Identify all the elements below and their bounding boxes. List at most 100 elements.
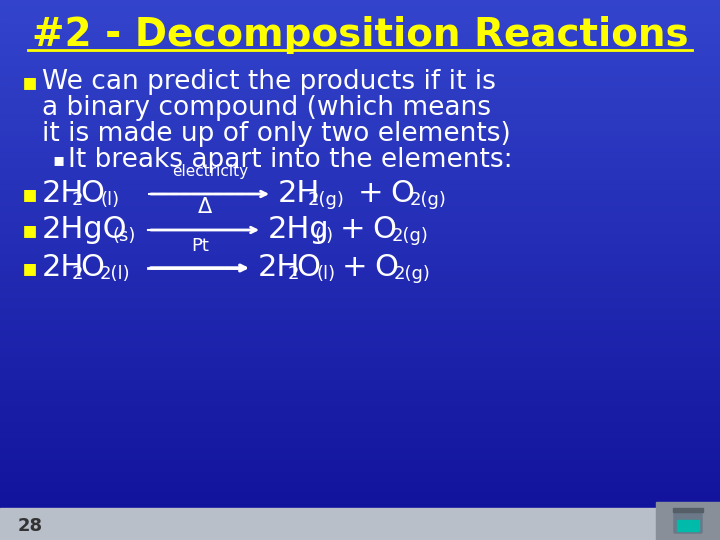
Bar: [0, 394, 720, 400]
Bar: [0, 11, 720, 16]
Text: (l): (l): [316, 265, 335, 283]
Bar: [0, 481, 720, 486]
Text: O: O: [374, 253, 398, 282]
Text: 2(g): 2(g): [392, 227, 429, 245]
Text: O: O: [390, 179, 414, 208]
Text: 28: 28: [18, 517, 43, 535]
Bar: [0, 475, 720, 481]
Bar: [0, 65, 720, 70]
Bar: [0, 421, 720, 427]
Bar: [0, 113, 720, 119]
Bar: [673, 508, 703, 512]
Bar: [0, 59, 720, 65]
Bar: [0, 92, 720, 97]
Bar: [0, 281, 720, 286]
Bar: [0, 497, 720, 502]
Bar: [0, 238, 720, 243]
Bar: [0, 103, 720, 108]
Bar: [0, 324, 720, 329]
Bar: [0, 535, 720, 540]
Bar: [0, 508, 656, 540]
Bar: [0, 27, 720, 32]
Bar: [0, 54, 720, 59]
Bar: [0, 32, 720, 38]
Bar: [0, 513, 720, 518]
Bar: [0, 524, 720, 529]
Bar: [0, 0, 720, 5]
Text: 2: 2: [72, 265, 84, 283]
Bar: [0, 194, 720, 200]
Bar: [0, 173, 720, 178]
Bar: [0, 5, 720, 11]
Bar: [0, 319, 720, 324]
Text: (l): (l): [314, 227, 333, 245]
Bar: [0, 443, 720, 448]
Bar: [0, 157, 720, 162]
Bar: [0, 38, 720, 43]
Bar: [0, 124, 720, 130]
Bar: [0, 248, 720, 254]
Bar: [0, 22, 720, 27]
Text: 2(g): 2(g): [308, 191, 345, 209]
Text: 2H: 2H: [278, 179, 320, 208]
Text: Δ: Δ: [198, 197, 212, 217]
Text: ▪: ▪: [22, 256, 38, 280]
Bar: [0, 362, 720, 367]
Bar: [0, 162, 720, 167]
Bar: [0, 270, 720, 275]
Bar: [0, 178, 720, 184]
Bar: [0, 259, 720, 265]
Bar: [0, 410, 720, 416]
Bar: [0, 200, 720, 205]
Bar: [0, 81, 720, 86]
Bar: [0, 167, 720, 173]
Bar: [0, 286, 720, 292]
Text: ▪: ▪: [22, 182, 38, 206]
Text: 2Hg: 2Hg: [268, 215, 330, 245]
Bar: [677, 520, 699, 531]
Bar: [0, 389, 720, 394]
Text: O: O: [80, 179, 104, 208]
Bar: [0, 49, 720, 54]
Bar: [0, 464, 720, 470]
Bar: [0, 211, 720, 216]
Text: 2(l): 2(l): [100, 265, 130, 283]
Text: (l): (l): [100, 191, 119, 209]
Bar: [0, 373, 720, 378]
Text: ▪: ▪: [22, 70, 38, 94]
Bar: [0, 151, 720, 157]
Bar: [0, 302, 720, 308]
Bar: [0, 502, 720, 508]
Text: +: +: [340, 215, 366, 245]
Bar: [0, 383, 720, 389]
Bar: [0, 184, 720, 189]
Text: O: O: [80, 253, 104, 282]
Text: 2H: 2H: [42, 253, 84, 282]
Text: We can predict the products if it is: We can predict the products if it is: [42, 69, 496, 95]
Text: 2HgO: 2HgO: [42, 215, 127, 245]
Text: +: +: [342, 253, 368, 282]
Bar: [0, 97, 720, 103]
Bar: [0, 292, 720, 297]
Bar: [0, 367, 720, 373]
Bar: [0, 486, 720, 491]
Text: 2(g): 2(g): [394, 265, 431, 283]
Text: a binary compound (which means: a binary compound (which means: [42, 95, 491, 121]
Bar: [0, 243, 720, 248]
Bar: [0, 351, 720, 356]
Text: it is made up of only two elements): it is made up of only two elements): [42, 121, 510, 147]
Bar: [0, 405, 720, 410]
Bar: [0, 86, 720, 92]
Bar: [0, 146, 720, 151]
Bar: [0, 108, 720, 113]
Bar: [0, 135, 720, 140]
Bar: [0, 119, 720, 124]
Bar: [0, 400, 720, 405]
Text: 2H: 2H: [42, 179, 84, 208]
Bar: [0, 140, 720, 146]
Bar: [656, 502, 720, 540]
Bar: [0, 16, 720, 22]
Bar: [0, 448, 720, 454]
Text: #2 - Decomposition Reactions: #2 - Decomposition Reactions: [32, 16, 688, 54]
Bar: [0, 335, 720, 340]
